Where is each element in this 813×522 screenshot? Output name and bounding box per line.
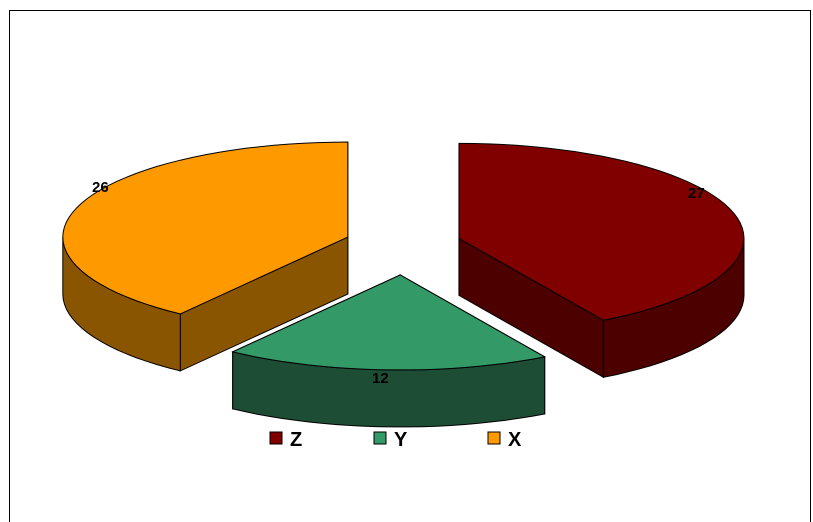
legend-item-x: X	[487, 429, 522, 451]
legend-label-x: X	[508, 429, 522, 451]
legend-swatch-x	[487, 431, 501, 445]
legend: Z Y X	[269, 429, 522, 451]
legend-item-y: Y	[373, 429, 408, 451]
data-label-z: 27	[688, 185, 705, 202]
slice-y	[231, 274, 547, 428]
legend-item-z: Z	[269, 429, 302, 451]
legend-swatch-y	[373, 431, 387, 445]
pie-plot-area	[62, 141, 745, 428]
legend-label-y: Y	[394, 429, 408, 451]
legend-swatch-z	[269, 431, 283, 445]
data-label-x: 26	[92, 179, 109, 196]
slice-z-top	[458, 142, 745, 321]
legend-label-z: Z	[290, 429, 302, 451]
slice-z	[458, 142, 745, 379]
data-label-y: 12	[372, 370, 389, 387]
slice-x	[62, 141, 349, 372]
slice-y-top	[231, 274, 547, 371]
slice-x-top	[62, 141, 349, 315]
